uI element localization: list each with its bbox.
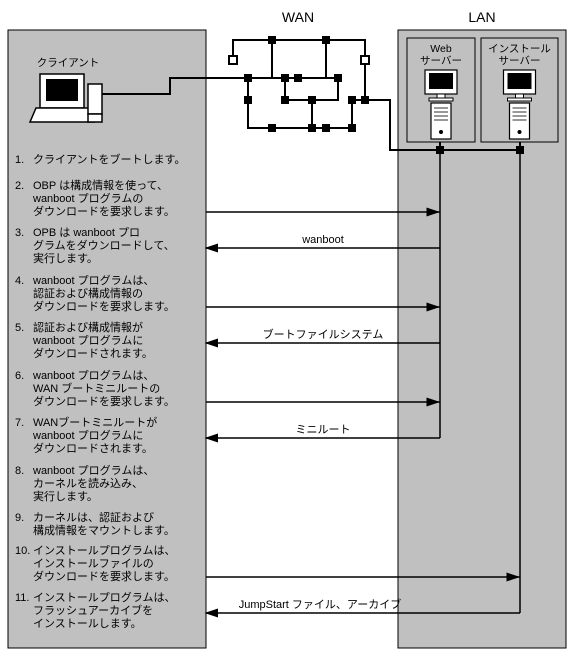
svg-text:実行します。: 実行します。 (33, 251, 98, 265)
step-10: 10.インストールプログラムは、インストールファイルのダウンロードを要求します。 (15, 543, 175, 583)
step-7: 7. WANブートミニルートがwanboot プログラムにダウンロードされます。 (15, 415, 157, 455)
svg-text:wanboot プログラムに: wanboot プログラムに (32, 428, 143, 442)
step-1: 1. クライアントをブートします。 (15, 152, 185, 166)
svg-text:インストールプログラムは、: インストールプログラムは、 (33, 590, 175, 604)
svg-text:7.: 7. (15, 417, 24, 429)
svg-text:認証および構成情報が: 認証および構成情報が (33, 320, 143, 334)
svg-text:3.: 3. (15, 227, 24, 239)
wan-boot-diagram: WANLANクライアントWebサーバーインストールサーバー1.クライアントをブー… (0, 0, 572, 659)
svg-text:インストールファイルの: インストールファイルの (33, 558, 154, 570)
svg-text:wanboot プログラムの: wanboot プログラムの (32, 191, 143, 205)
svg-text:OBP は構成情報を使って、: OBP は構成情報を使って、 (33, 179, 168, 192)
svg-text:1.: 1. (15, 154, 24, 166)
svg-text:WANブートミニルートが: WANブートミニルートが (33, 415, 157, 429)
svg-text:認証および構成情報の: 認証および構成情報の (33, 286, 143, 300)
svg-text:ダウンロードを要求します。: ダウンロードを要求します。 (33, 204, 175, 218)
step-6: 6. wanboot プログラムは、WAN ブートミニルートのダウンロードを要求し… (15, 368, 175, 408)
svg-text:カーネルは、認証および: カーネルは、認証および (33, 510, 154, 524)
svg-text:9.: 9. (15, 512, 24, 524)
svg-text:サーバー: サーバー (420, 55, 462, 67)
svg-text:カーネルを読み込み、: カーネルを読み込み、 (33, 476, 143, 490)
client-label: クライアント (37, 57, 100, 69)
svg-text:JumpStart ファイル、アーカイブ: JumpStart ファイル、アーカイブ (239, 597, 402, 611)
svg-text:ブートファイルシステム: ブートファイルシステム (263, 327, 384, 341)
svg-text:クライアントをブートします。: クライアントをブートします。 (33, 152, 185, 166)
svg-text:11.: 11. (15, 592, 29, 604)
svg-text:2.: 2. (15, 180, 24, 192)
svg-text:インストールします。: インストールします。 (33, 617, 142, 630)
svg-text:インストールプログラムは、: インストールプログラムは、 (33, 543, 175, 557)
step-5: 5. 認証および構成情報がwanboot プログラムにダウンロードされます。 (15, 320, 153, 360)
svg-text:wanboot プログラムは、: wanboot プログラムは、 (32, 273, 154, 287)
svg-text:wanboot プログラムは、: wanboot プログラムは、 (32, 368, 154, 382)
svg-text:ダウンロードを要求します。: ダウンロードを要求します。 (33, 569, 175, 583)
svg-text:インストール: インストール (488, 43, 551, 55)
svg-text:ミニルート: ミニルート (296, 424, 351, 436)
svg-text:8.: 8. (15, 465, 24, 477)
svg-text:5.: 5. (15, 322, 24, 334)
svg-text:ダウンロードを要求します。: ダウンロードを要求します。 (33, 394, 175, 408)
svg-text:ダウンロードされます。: ダウンロードされます。 (33, 346, 153, 360)
svg-text:wanboot プログラムに: wanboot プログラムに (32, 333, 143, 347)
svg-text:フラッシュアーカイブを: フラッシュアーカイブを (33, 603, 153, 617)
svg-text:実行します。: 実行します。 (33, 489, 98, 503)
svg-text:wanboot プログラムは、: wanboot プログラムは、 (32, 463, 154, 477)
svg-text:10.: 10. (15, 545, 30, 557)
svg-text:構成情報をマウントします。: 構成情報をマウントします。 (33, 524, 175, 537)
svg-text:OPB は wanboot プロ: OPB は wanboot プロ (33, 226, 140, 239)
svg-text:グラムをダウンロードして、: グラムをダウンロードして、 (33, 238, 175, 252)
svg-text:サーバー: サーバー (499, 55, 541, 67)
svg-text:ダウンロードを要求します。: ダウンロードを要求します。 (33, 299, 175, 313)
svg-text:6.: 6. (15, 370, 24, 382)
svg-text:LAN: LAN (468, 9, 495, 25)
svg-text:Web: Web (430, 43, 452, 55)
svg-text:ダウンロードされます。: ダウンロードされます。 (33, 441, 153, 455)
svg-text:WAN: WAN (282, 9, 314, 25)
svg-text:4.: 4. (15, 275, 24, 287)
svg-text:wanboot: wanboot (301, 234, 344, 246)
svg-text:WAN ブートミニルートの: WAN ブートミニルートの (33, 381, 160, 395)
step-9: 9. カーネルは、認証および構成情報をマウントします。 (15, 510, 175, 537)
